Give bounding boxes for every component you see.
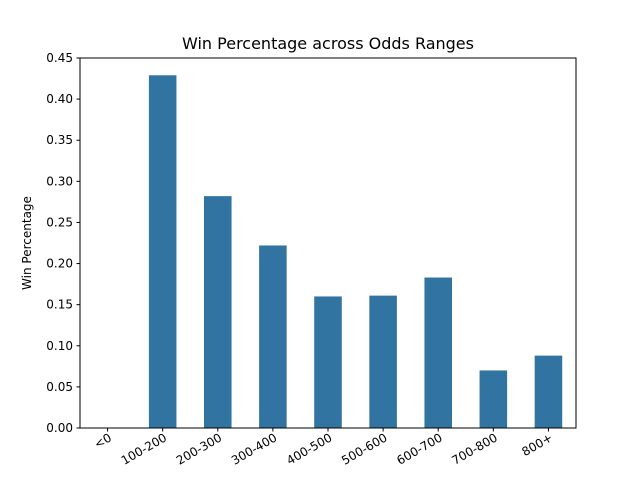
y-tick-label-7: 0.35 (46, 133, 73, 147)
y-axis-label: Win Percentage (20, 196, 34, 290)
plot-frame (79, 57, 577, 429)
y-tick-label-9: 0.45 (46, 51, 73, 65)
y-tick-label-0: 0.00 (46, 421, 73, 435)
bar-6 (424, 277, 452, 428)
bars-layer (148, 75, 563, 429)
y-tick-label-3: 0.15 (46, 298, 73, 312)
bar-8 (534, 355, 563, 428)
y-tick-label-5: 0.25 (46, 215, 73, 229)
y-tick-label-8: 0.40 (46, 92, 73, 106)
y-tick-label-4: 0.20 (46, 257, 73, 271)
bar-7 (479, 370, 508, 428)
bar-5 (369, 295, 397, 428)
y-tick-label-1: 0.05 (46, 380, 73, 394)
y-tick-label-6: 0.30 (46, 174, 73, 188)
bar-3 (259, 245, 287, 428)
y-axis: 0.00 0.05 0.10 0.15 0.20 0.25 0.30 0.35 0.40 0.45 (46, 51, 80, 435)
bar-1 (148, 75, 177, 429)
y-tick-label-2: 0.10 (46, 339, 73, 353)
bar-4 (314, 296, 342, 428)
chart-title: Win Percentage across Odds Ranges (182, 34, 474, 53)
bar-2 (204, 196, 232, 428)
